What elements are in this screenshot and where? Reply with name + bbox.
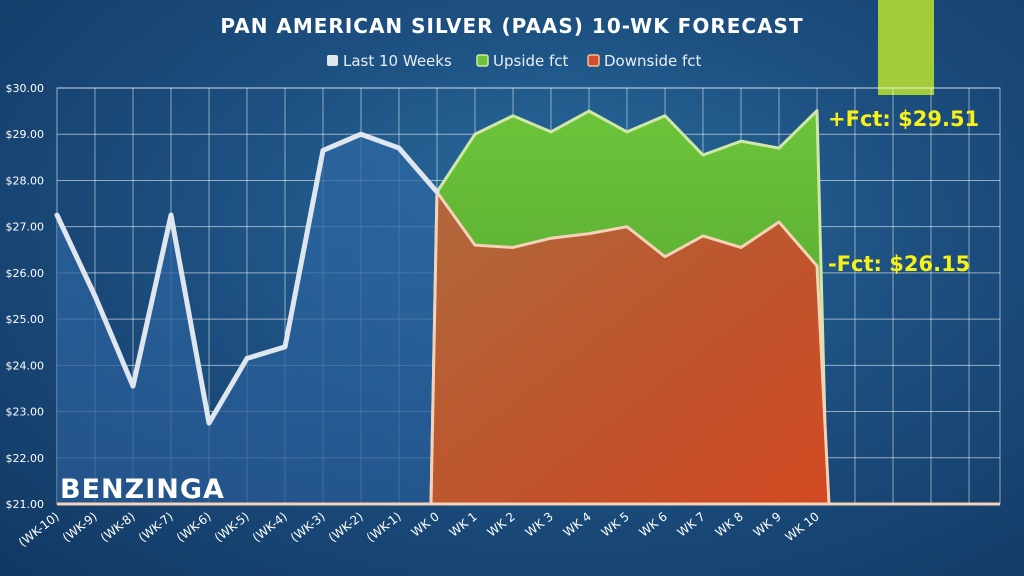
y-tick-label: $22.00	[6, 452, 45, 465]
x-tick-label: (WK-4)	[250, 509, 290, 545]
x-tick-label: (WK-8)	[98, 509, 138, 545]
chart-title: PAN AMERICAN SILVER (PAAS) 10-WK FORECAS…	[220, 14, 803, 38]
x-tick-label: WK 5	[599, 509, 632, 539]
series-layer	[54, 109, 1000, 506]
downside-forecast-label: -Fct: $26.15	[828, 252, 970, 276]
legend-label-downside: Downside fct	[604, 52, 702, 70]
series-area-downside	[429, 190, 831, 506]
series-line-last	[54, 131, 440, 426]
x-tick-label: WK 6	[637, 509, 670, 539]
x-axis: (WK-10)(WK-9)(WK-8)(WK-7)(WK-6)(WK-5)(WK…	[16, 509, 822, 549]
x-tick-label: WK 8	[713, 509, 746, 539]
x-tick-label: (WK-7)	[136, 509, 176, 545]
legend-label-upside: Upside fct	[493, 52, 569, 70]
x-tick-label: (WK-2)	[326, 509, 366, 545]
x-tick-label: WK 7	[675, 509, 708, 539]
x-tick-label: WK 3	[523, 509, 556, 539]
legend-item-last: Last 10 Weeks	[327, 52, 452, 70]
y-tick-label: $30.00	[6, 82, 45, 95]
legend-label-last: Last 10 Weeks	[343, 52, 452, 70]
x-tick-label: WK 1	[447, 509, 480, 539]
y-tick-label: $24.00	[6, 359, 45, 372]
legend-swatch-upside	[476, 54, 489, 67]
accent-tab	[878, 0, 934, 95]
y-tick-label: $26.00	[6, 267, 45, 280]
x-tick-label: WK 0	[409, 509, 442, 539]
y-tick-label: $28.00	[6, 174, 45, 187]
x-tick-label: WK 2	[485, 509, 518, 539]
legend-item-downside: Downside fct	[587, 52, 702, 70]
x-tick-label: (WK-10)	[16, 509, 62, 549]
y-tick-label: $29.00	[6, 128, 45, 141]
x-tick-label: WK 4	[561, 509, 594, 539]
x-tick-label: WK 9	[751, 509, 784, 539]
series-area-last	[57, 134, 437, 504]
y-axis: $21.00 $22.00 $23.00 $24.00 $25.00 $26.00 $27.…	[6, 82, 45, 511]
x-tick-label: (WK-1)	[364, 509, 404, 545]
y-tick-label: $21.00	[6, 498, 45, 511]
y-tick-label: $27.00	[6, 221, 45, 234]
x-tick-label: WK 10	[783, 509, 822, 544]
legend: Last 10 Weeks Upside fct Downside fct	[327, 52, 702, 70]
benzinga-logo: BENZINGA	[60, 474, 225, 505]
x-tick-label: (WK-6)	[174, 509, 214, 545]
x-tick-label: (WK-9)	[60, 509, 100, 545]
legend-swatch-last	[327, 55, 338, 66]
upside-forecast-label: +Fct: $29.51	[828, 107, 979, 131]
y-tick-label: $25.00	[6, 313, 45, 326]
legend-swatch-downside	[587, 54, 600, 67]
x-tick-label: (WK-3)	[288, 509, 328, 545]
x-tick-label: (WK-5)	[212, 509, 252, 545]
legend-item-upside: Upside fct	[476, 52, 569, 70]
y-tick-label: $23.00	[6, 406, 45, 419]
